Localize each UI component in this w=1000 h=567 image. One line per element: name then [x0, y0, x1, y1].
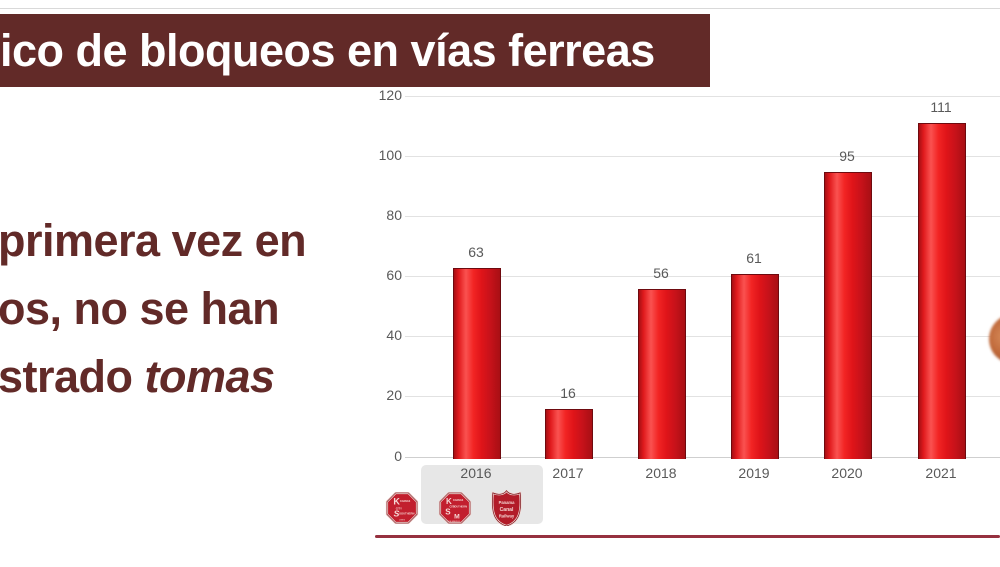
svg-text:S: S	[394, 508, 400, 518]
svg-text:Panama: Panama	[499, 500, 516, 505]
svg-text:KANSAS: KANSAS	[400, 500, 410, 503]
svg-text:KANSAS: KANSAS	[453, 499, 463, 502]
svg-text:LINES: LINES	[399, 519, 406, 521]
svg-text:Railway: Railway	[499, 513, 515, 518]
svg-text:Canal: Canal	[500, 507, 514, 513]
svg-text:DE MEXICO: DE MEXICO	[449, 521, 461, 523]
svg-text:K: K	[393, 496, 400, 506]
svg-text:S: S	[445, 508, 451, 517]
svg-text:K: K	[446, 497, 452, 506]
svg-text:M: M	[454, 514, 460, 521]
